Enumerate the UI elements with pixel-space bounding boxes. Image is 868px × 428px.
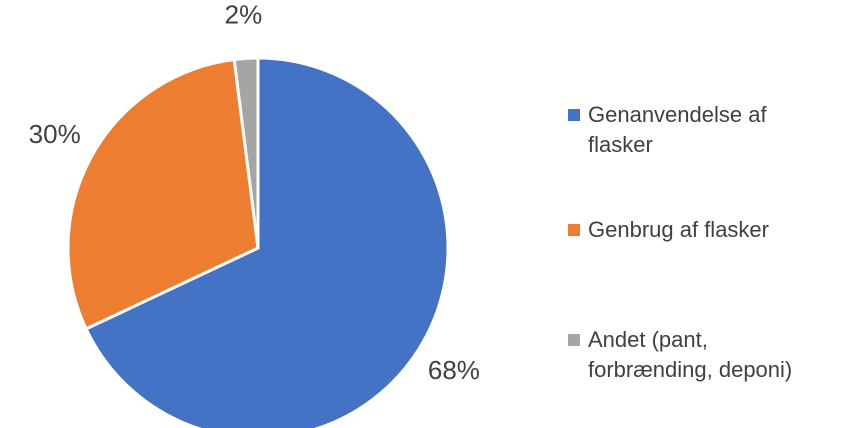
legend-label: Andet (pant, forbrænding, deponi) (588, 327, 793, 382)
legend-swatch (568, 224, 580, 236)
legend-label: Genanvendelse af flasker (588, 102, 767, 157)
legend-label: Genbrug af flasker (588, 217, 769, 242)
pie-slice (232, 56, 260, 249)
data-label: 68% (428, 355, 480, 385)
legend-item: Genbrug af flasker (568, 215, 808, 245)
data-label: 2% (225, 0, 263, 29)
pie-slice (66, 57, 260, 331)
pie-slice (84, 56, 450, 428)
legend-swatch (568, 109, 580, 121)
legend-swatch (568, 334, 580, 346)
legend-item: Genanvendelse af flasker (568, 100, 808, 160)
legend-item: Andet (pant, forbrænding, deponi) (568, 325, 808, 385)
data-label: 30% (29, 119, 81, 149)
